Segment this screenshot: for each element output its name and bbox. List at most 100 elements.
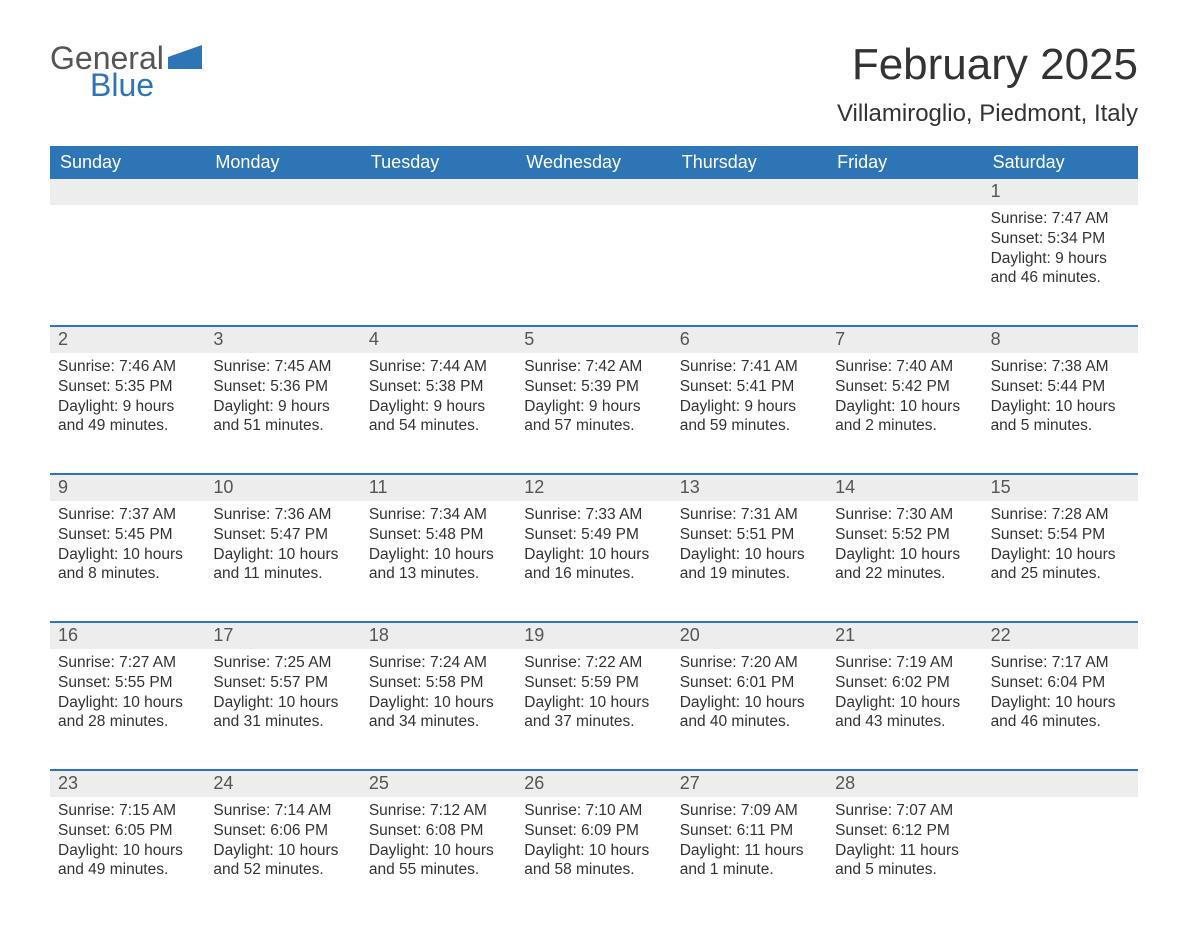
day-number: 5 — [516, 327, 671, 353]
sunrise-text: Sunrise: 7:24 AM — [369, 653, 508, 673]
sunset-text: Sunset: 5:39 PM — [524, 377, 663, 397]
weekday-label: Friday — [827, 146, 982, 179]
day-cell: Sunrise: 7:44 AMSunset: 5:38 PMDaylight:… — [361, 353, 516, 449]
day-cell: Sunrise: 7:24 AMSunset: 5:58 PMDaylight:… — [361, 649, 516, 745]
day-cell: Sunrise: 7:09 AMSunset: 6:11 PMDaylight:… — [672, 797, 827, 893]
sunset-text: Sunset: 6:04 PM — [991, 673, 1130, 693]
day-cell — [361, 205, 516, 301]
day-number — [516, 179, 671, 205]
day-number — [50, 179, 205, 205]
sunset-text: Sunset: 5:48 PM — [369, 525, 508, 545]
daylight-text: Daylight: 9 hours and 59 minutes. — [680, 397, 819, 437]
sunset-text: Sunset: 6:09 PM — [524, 821, 663, 841]
weekday-label: Monday — [205, 146, 360, 179]
day-cell: Sunrise: 7:34 AMSunset: 5:48 PMDaylight:… — [361, 501, 516, 597]
title-block: February 2025 Villamiroglio, Piedmont, I… — [837, 40, 1138, 128]
sunrise-text: Sunrise: 7:15 AM — [58, 801, 197, 821]
day-number: 25 — [361, 771, 516, 797]
day-number: 23 — [50, 771, 205, 797]
sunset-text: Sunset: 5:59 PM — [524, 673, 663, 693]
day-number: 2 — [50, 327, 205, 353]
sunrise-text: Sunrise: 7:25 AM — [213, 653, 352, 673]
day-cell — [50, 205, 205, 301]
logo-flag-icon — [168, 56, 202, 73]
day-cell: Sunrise: 7:20 AMSunset: 6:01 PMDaylight:… — [672, 649, 827, 745]
daylight-text: Daylight: 10 hours and 19 minutes. — [680, 545, 819, 585]
sunset-text: Sunset: 5:45 PM — [58, 525, 197, 545]
day-number: 28 — [827, 771, 982, 797]
sunrise-text: Sunrise: 7:41 AM — [680, 357, 819, 377]
daylight-text: Daylight: 10 hours and 2 minutes. — [835, 397, 974, 437]
sunset-text: Sunset: 5:55 PM — [58, 673, 197, 693]
day-cell — [516, 205, 671, 301]
day-number: 3 — [205, 327, 360, 353]
day-cell: Sunrise: 7:14 AMSunset: 6:06 PMDaylight:… — [205, 797, 360, 893]
daylight-text: Daylight: 10 hours and 49 minutes. — [58, 841, 197, 881]
day-number: 10 — [205, 475, 360, 501]
day-cell — [827, 205, 982, 301]
sunrise-text: Sunrise: 7:28 AM — [991, 505, 1130, 525]
sunset-text: Sunset: 6:06 PM — [213, 821, 352, 841]
day-cell — [983, 797, 1138, 893]
day-number: 9 — [50, 475, 205, 501]
daylight-text: Daylight: 10 hours and 52 minutes. — [213, 841, 352, 881]
sunset-text: Sunset: 6:12 PM — [835, 821, 974, 841]
sunrise-text: Sunrise: 7:33 AM — [524, 505, 663, 525]
sunrise-text: Sunrise: 7:10 AM — [524, 801, 663, 821]
week-row: 9101112131415Sunrise: 7:37 AMSunset: 5:4… — [50, 473, 1138, 597]
day-cell: Sunrise: 7:42 AMSunset: 5:39 PMDaylight:… — [516, 353, 671, 449]
sunset-text: Sunset: 5:57 PM — [213, 673, 352, 693]
day-cell: Sunrise: 7:41 AMSunset: 5:41 PMDaylight:… — [672, 353, 827, 449]
sunrise-text: Sunrise: 7:31 AM — [680, 505, 819, 525]
day-number: 19 — [516, 623, 671, 649]
day-number: 6 — [672, 327, 827, 353]
daylight-text: Daylight: 10 hours and 11 minutes. — [213, 545, 352, 585]
daylight-text: Daylight: 9 hours and 54 minutes. — [369, 397, 508, 437]
day-number: 16 — [50, 623, 205, 649]
daylight-text: Daylight: 9 hours and 51 minutes. — [213, 397, 352, 437]
sunrise-text: Sunrise: 7:46 AM — [58, 357, 197, 377]
day-cell: Sunrise: 7:15 AMSunset: 6:05 PMDaylight:… — [50, 797, 205, 893]
day-cell: Sunrise: 7:07 AMSunset: 6:12 PMDaylight:… — [827, 797, 982, 893]
weekday-label: Wednesday — [516, 146, 671, 179]
location-label: Villamiroglio, Piedmont, Italy — [837, 100, 1138, 128]
daylight-text: Daylight: 11 hours and 5 minutes. — [835, 841, 974, 881]
daylight-text: Daylight: 9 hours and 49 minutes. — [58, 397, 197, 437]
day-number: 18 — [361, 623, 516, 649]
day-number: 8 — [983, 327, 1138, 353]
daylight-text: Daylight: 10 hours and 40 minutes. — [680, 693, 819, 733]
day-number: 11 — [361, 475, 516, 501]
day-cell: Sunrise: 7:10 AMSunset: 6:09 PMDaylight:… — [516, 797, 671, 893]
sunrise-text: Sunrise: 7:20 AM — [680, 653, 819, 673]
sunrise-text: Sunrise: 7:09 AM — [680, 801, 819, 821]
sunrise-text: Sunrise: 7:12 AM — [369, 801, 508, 821]
day-number: 24 — [205, 771, 360, 797]
day-cell: Sunrise: 7:47 AMSunset: 5:34 PMDaylight:… — [983, 205, 1138, 301]
sunset-text: Sunset: 6:02 PM — [835, 673, 974, 693]
week-row: 2345678Sunrise: 7:46 AMSunset: 5:35 PMDa… — [50, 325, 1138, 449]
day-cell — [672, 205, 827, 301]
sunrise-text: Sunrise: 7:47 AM — [991, 209, 1130, 229]
week-row: 1Sunrise: 7:47 AMSunset: 5:34 PMDaylight… — [50, 179, 1138, 301]
day-number: 14 — [827, 475, 982, 501]
daylight-text: Daylight: 10 hours and 46 minutes. — [991, 693, 1130, 733]
sunset-text: Sunset: 5:42 PM — [835, 377, 974, 397]
day-number: 13 — [672, 475, 827, 501]
day-number: 15 — [983, 475, 1138, 501]
sunset-text: Sunset: 6:08 PM — [369, 821, 508, 841]
sunset-text: Sunset: 5:47 PM — [213, 525, 352, 545]
sunrise-text: Sunrise: 7:19 AM — [835, 653, 974, 673]
daylight-text: Daylight: 10 hours and 16 minutes. — [524, 545, 663, 585]
day-number: 26 — [516, 771, 671, 797]
day-cell: Sunrise: 7:12 AMSunset: 6:08 PMDaylight:… — [361, 797, 516, 893]
day-cell: Sunrise: 7:33 AMSunset: 5:49 PMDaylight:… — [516, 501, 671, 597]
daylight-text: Daylight: 10 hours and 8 minutes. — [58, 545, 197, 585]
sunset-text: Sunset: 5:54 PM — [991, 525, 1130, 545]
logo: General Blue — [50, 40, 202, 104]
day-number — [672, 179, 827, 205]
daynum-row: 9101112131415 — [50, 475, 1138, 501]
daynum-row: 16171819202122 — [50, 623, 1138, 649]
sunset-text: Sunset: 6:05 PM — [58, 821, 197, 841]
weekday-header: SundayMondayTuesdayWednesdayThursdayFrid… — [50, 146, 1138, 179]
sunrise-text: Sunrise: 7:38 AM — [991, 357, 1130, 377]
